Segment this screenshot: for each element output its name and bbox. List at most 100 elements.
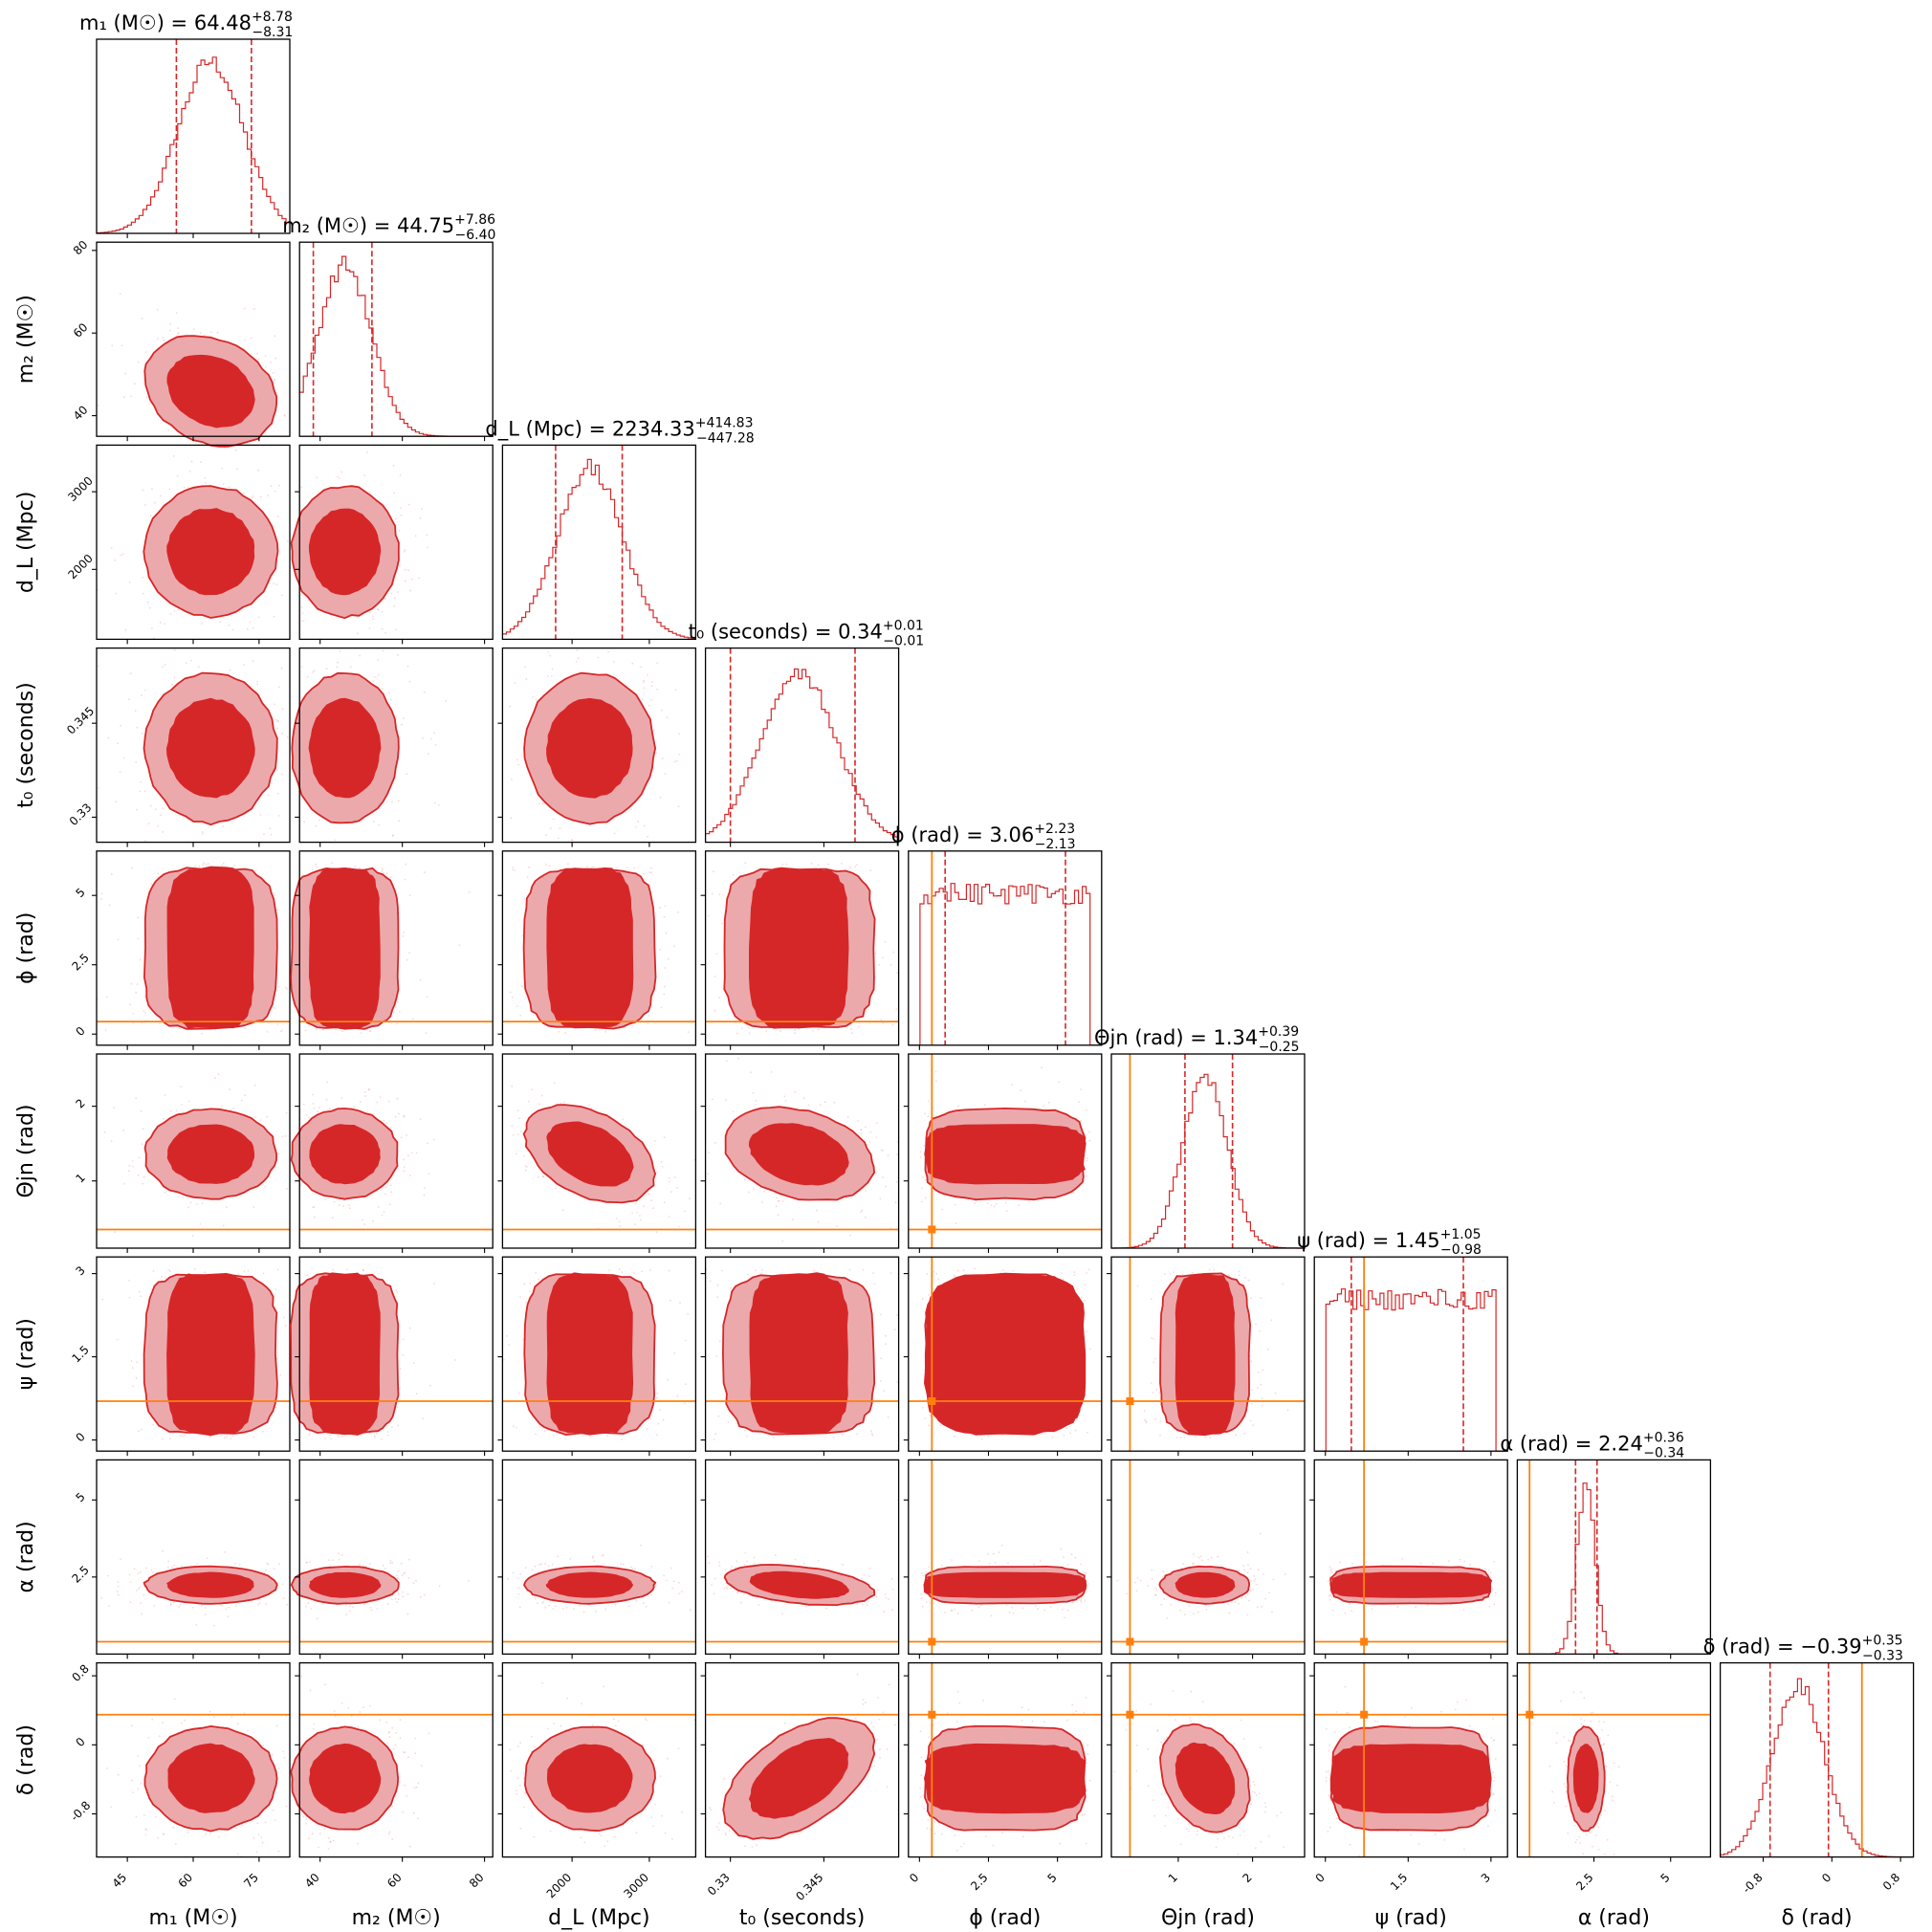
sample-point — [713, 870, 714, 873]
sample-point — [252, 495, 254, 497]
axis-frame — [96, 38, 291, 234]
sample-point — [794, 1032, 796, 1035]
sample-point — [509, 705, 512, 708]
sample-point — [567, 863, 569, 866]
sample-point — [656, 689, 659, 691]
sample-point — [1072, 1192, 1075, 1195]
title-t0: t₀ (seconds) = 0.34+0.01 −0.01 — [689, 619, 925, 649]
sample-point — [656, 1171, 658, 1174]
sample-point — [392, 492, 395, 494]
sample-point — [230, 1109, 232, 1111]
sample-point — [274, 1288, 277, 1290]
sample-point — [204, 477, 207, 479]
sample-point — [140, 1109, 143, 1112]
sample-point — [597, 656, 600, 659]
sample-point — [175, 312, 178, 315]
sample-point — [629, 808, 632, 810]
sample-point — [716, 1284, 719, 1286]
sample-point — [819, 1104, 822, 1106]
sample-point — [123, 1183, 126, 1185]
sample-point — [143, 790, 146, 792]
sample-point — [306, 1274, 309, 1276]
sample-point — [179, 1435, 182, 1437]
sample-point — [521, 985, 523, 988]
sample-point — [957, 1105, 959, 1108]
sample-point — [1087, 1157, 1088, 1160]
sample-point — [535, 698, 538, 701]
title-m2: m₂ (M☉) = 44.75+7.86 −6.40 — [282, 212, 495, 243]
sample-point — [398, 530, 401, 532]
sample-point — [120, 554, 122, 557]
sample-point — [885, 1334, 887, 1337]
sample-point — [854, 866, 856, 867]
sample-point — [562, 1101, 565, 1104]
sample-point — [718, 997, 721, 999]
sample-point — [676, 1394, 679, 1397]
sample-point — [761, 1201, 763, 1203]
sample-point — [100, 898, 103, 900]
sample-point — [254, 869, 257, 872]
sample-point — [146, 601, 149, 604]
sample-point — [577, 657, 580, 659]
sample-point — [869, 869, 872, 871]
sample-point — [230, 1438, 232, 1439]
sample-point — [873, 1283, 876, 1285]
sample-point — [747, 1027, 750, 1029]
sample-point — [647, 835, 648, 838]
sample-point — [679, 1302, 681, 1305]
sample-point — [657, 1422, 660, 1425]
sample-point — [794, 1090, 797, 1093]
sample-point — [732, 873, 735, 876]
sample-point — [677, 911, 679, 913]
sample-point — [541, 802, 544, 805]
sample-point — [633, 867, 635, 869]
sample-point — [119, 293, 121, 296]
sample-point — [259, 495, 262, 498]
sample-point — [990, 1204, 993, 1207]
sample-point — [408, 894, 411, 897]
sample-point — [397, 653, 399, 656]
sample-point — [316, 866, 318, 867]
sample-point — [115, 592, 117, 595]
sample-point — [775, 1205, 778, 1208]
sample-point — [553, 1082, 556, 1085]
sample-point — [547, 651, 550, 653]
sample-point — [223, 447, 226, 450]
sample-point — [140, 1428, 143, 1431]
sample-point — [660, 1160, 663, 1163]
sample-point — [278, 686, 280, 689]
sample-point — [511, 779, 513, 780]
sample-point — [373, 821, 375, 823]
sample-point — [668, 1176, 670, 1179]
sample-point — [425, 1032, 428, 1034]
sample-point — [880, 1357, 883, 1360]
sample-point — [924, 1178, 927, 1181]
sample-point — [299, 1184, 302, 1187]
sample-point — [349, 666, 352, 668]
sample-point — [428, 1173, 430, 1175]
sample-point — [649, 1269, 651, 1271]
sample-point — [270, 485, 273, 488]
sample-point — [541, 1094, 543, 1097]
sample-point — [721, 922, 723, 925]
sample-point — [650, 699, 652, 701]
sample-point — [410, 578, 413, 581]
sample-point — [870, 1432, 873, 1435]
sample-point — [307, 600, 310, 602]
sample-point — [707, 1173, 710, 1175]
sample-point — [528, 866, 530, 868]
sample-point — [538, 1426, 541, 1428]
sample-point — [308, 1433, 311, 1436]
sample-point — [141, 694, 143, 696]
sample-point — [406, 1133, 407, 1136]
sample-point — [221, 864, 224, 867]
sample-point — [279, 1030, 282, 1033]
sample-point — [648, 1193, 650, 1196]
sample-point — [136, 726, 139, 729]
sample-point — [160, 1275, 163, 1278]
sample-point — [650, 871, 653, 874]
sample-point — [626, 867, 628, 868]
axis-frame — [501, 647, 697, 844]
sample-point — [394, 1115, 397, 1118]
sample-point — [525, 1301, 528, 1304]
